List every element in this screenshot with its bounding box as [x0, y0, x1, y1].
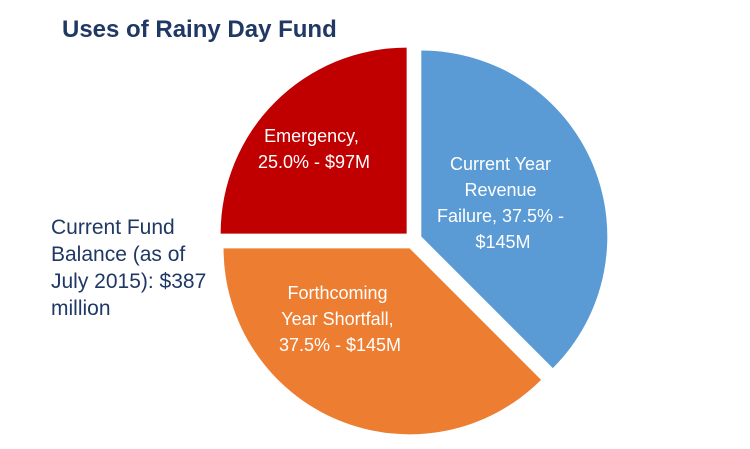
slice-forthcoming-shortfall [223, 248, 542, 435]
slice-label-revenue-failure: Current Year Revenue Failure, 37.5% - $1… [437, 154, 569, 252]
slice-label-forthcoming-shortfall: Forthcoming Year Shortfall, 37.5% - $145… [279, 283, 401, 355]
fund-balance-note: Current Fund Balance (as of July 2015): … [51, 216, 207, 320]
slice-revenue-failure [421, 50, 608, 369]
slice-label-emergency: Emergency, 25.0% - $97M [258, 126, 370, 172]
chart-title: Uses of Rainy Day Fund [62, 16, 337, 43]
slice-emergency [220, 47, 407, 234]
